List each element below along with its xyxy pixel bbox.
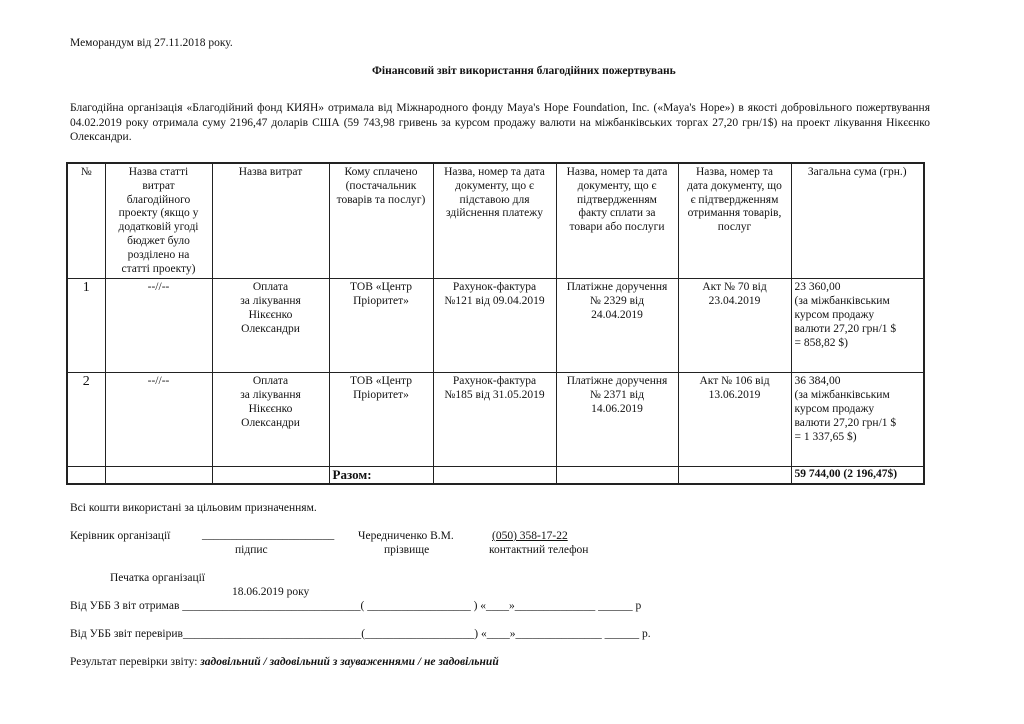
header-cell: Назва витрат xyxy=(211,162,330,280)
header-cell: Назва статті витрат благодійного проекту… xyxy=(104,162,213,280)
table-header-row: № Назва статті витрат благодійного проек… xyxy=(66,162,925,280)
stamp-label: Печатка організації xyxy=(110,572,205,584)
all-used-statement: Всі кошти використані за цільовим призна… xyxy=(70,502,317,514)
cell xyxy=(66,466,106,485)
cell: Рахунок-фактура №185 від 31.05.2019 xyxy=(432,372,557,468)
cell: Платіжне доручення № 2371 від 14.06.2019 xyxy=(555,372,679,468)
cell: 23 360,00 (за міжбанківським курсом прод… xyxy=(790,278,925,374)
cell xyxy=(677,466,792,485)
checked-line: Від УББ звіт перевірив__________________… xyxy=(70,628,651,640)
head-name: Чередниченко В.М. xyxy=(358,530,454,542)
cell: Рахунок-фактура №121 від 09.04.2019 xyxy=(432,278,557,374)
phone-number: (050) 358-17-22 xyxy=(492,530,568,542)
cell: ТОВ «Центр Пріоритет» xyxy=(328,278,434,374)
cell: 36 384,00 (за міжбанківським курсом прод… xyxy=(790,372,925,468)
cell: --//-- xyxy=(104,372,213,468)
header-cell: № xyxy=(66,162,106,280)
cell: Оплата за лікування Нікєєнко Олександри xyxy=(211,372,330,468)
cell xyxy=(211,466,330,485)
cell: Акт № 70 від 23.04.2019 xyxy=(677,278,792,374)
intro-paragraph: Благодійна організація «Благодійний фонд… xyxy=(70,102,930,143)
cell: 2 xyxy=(66,372,106,468)
caption-signature: підпис xyxy=(235,544,268,556)
header-cell: Назва, номер та дата документу, що є під… xyxy=(555,162,679,280)
caption-phone: контактний телефон xyxy=(489,544,589,556)
table-row: 1 --//-- Оплата за лікування Нікєєнко Ол… xyxy=(66,278,925,374)
table-row: 2 --//-- Оплата за лікування Нікєєнко Ол… xyxy=(66,372,925,468)
cell: Акт № 106 від 13.06.2019 xyxy=(677,372,792,468)
cell: Оплата за лікування Нікєєнко Олександри xyxy=(211,278,330,374)
head-label: Керівник організації xyxy=(70,530,171,542)
total-row: Разом: 59 744,00 (2 196,47$) xyxy=(66,466,925,485)
header-cell: Загальна сума (грн.) xyxy=(790,162,925,280)
cell xyxy=(555,466,679,485)
cell: ТОВ «Центр Пріоритет» xyxy=(328,372,434,468)
caption-surname: прізвище xyxy=(384,544,430,556)
received-line: Від УББ З віт отримав __________________… xyxy=(70,600,642,612)
result-options: задовільний / задовільний з зауваженнями… xyxy=(200,656,499,668)
total-label: Разом: xyxy=(328,466,434,485)
header-cell: Кому сплачено (постачальник товарів та п… xyxy=(328,162,434,280)
header-cell: Назва, номер та дата документу, що є під… xyxy=(432,162,557,280)
report-date: 18.06.2019 року xyxy=(232,586,310,598)
cell xyxy=(432,466,557,485)
cell: Платіжне доручення № 2329 від 24.04.2019 xyxy=(555,278,679,374)
cell: 1 xyxy=(66,278,106,374)
total-value: 59 744,00 (2 196,47$) xyxy=(790,466,925,485)
result-label: Результат перевірки звіту: xyxy=(70,656,198,668)
document-title: Фінансовий звіт використання благодійних… xyxy=(372,65,676,77)
cell: --//-- xyxy=(104,278,213,374)
memo-line: Меморандум від 27.11.2018 року. xyxy=(70,37,233,49)
expense-table: № Назва статті витрат благодійного проек… xyxy=(66,162,925,486)
result-row: Результат перевірки звіту: задовільний /… xyxy=(70,656,499,668)
header-cell: Назва, номер та дата документу, що є під… xyxy=(677,162,792,280)
signature-line: _______________________ xyxy=(202,529,335,541)
cell xyxy=(104,466,213,485)
